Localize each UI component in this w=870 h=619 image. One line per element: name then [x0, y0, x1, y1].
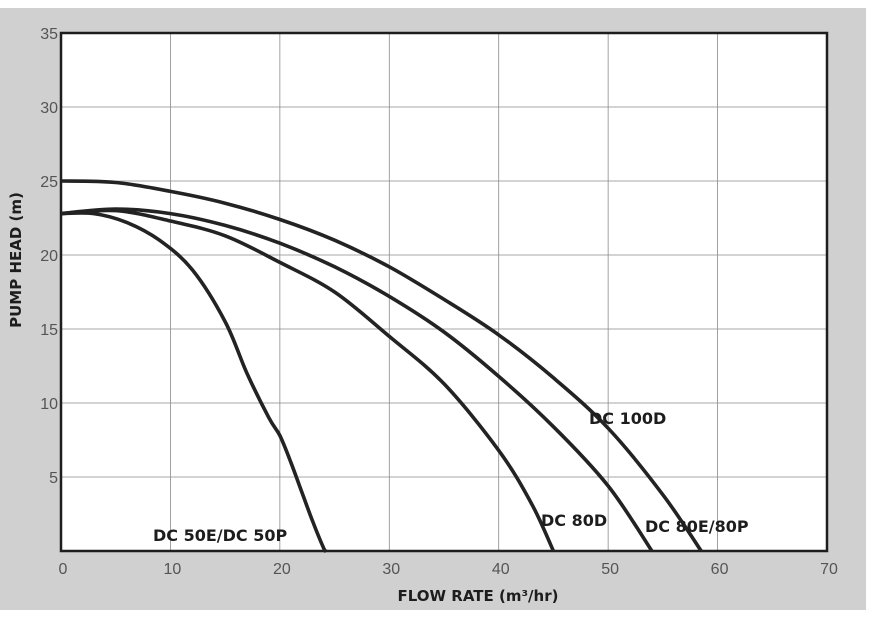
y-tick-label: 30: [40, 100, 58, 117]
x-tick-label: 60: [711, 561, 729, 578]
y-tick-label: 25: [40, 174, 58, 191]
series-line-dc-80e-80p: [60, 207, 654, 553]
grid: [61, 33, 827, 551]
x-tick-label: 70: [820, 561, 838, 578]
y-axis-title: PUMP HEAD (m): [7, 192, 25, 328]
y-tick-label: 5: [49, 470, 58, 487]
curves: [60, 179, 703, 553]
series-label: DC 80E/80P: [645, 517, 749, 536]
x-tick-label: 30: [382, 561, 400, 578]
y-tick-label: 10: [40, 396, 58, 413]
series-labels: DC 50E/DC 50P DC 80D DC 80E/80P DC 100D: [153, 409, 749, 545]
series-line-dc-50e-dc-50p: [60, 211, 328, 553]
series-label: DC 80D: [541, 511, 607, 530]
y-tick-label: 20: [40, 248, 58, 265]
x-tick-label: 20: [273, 561, 291, 578]
series-line-dc-80d: [60, 208, 556, 552]
tick-labels: 0 10 20 30 40 50 60 70 5 10 15 20 25 30 35: [40, 26, 838, 578]
plot-area: [61, 33, 827, 551]
plot-border: [59, 31, 829, 553]
series-label: DC 50E/DC 50P: [153, 526, 287, 545]
x-tick-label: 40: [492, 561, 510, 578]
y-tick-label: 15: [40, 322, 58, 339]
x-axis-title: FLOW RATE (m³/hr): [398, 587, 559, 605]
series-line-dc-100d: [60, 179, 703, 553]
y-tick-label: 35: [40, 26, 58, 43]
series-label: DC 100D: [589, 409, 666, 428]
x-tick-label: 0: [59, 561, 68, 578]
x-tick-label: 50: [601, 561, 619, 578]
x-tick-label: 10: [164, 561, 182, 578]
